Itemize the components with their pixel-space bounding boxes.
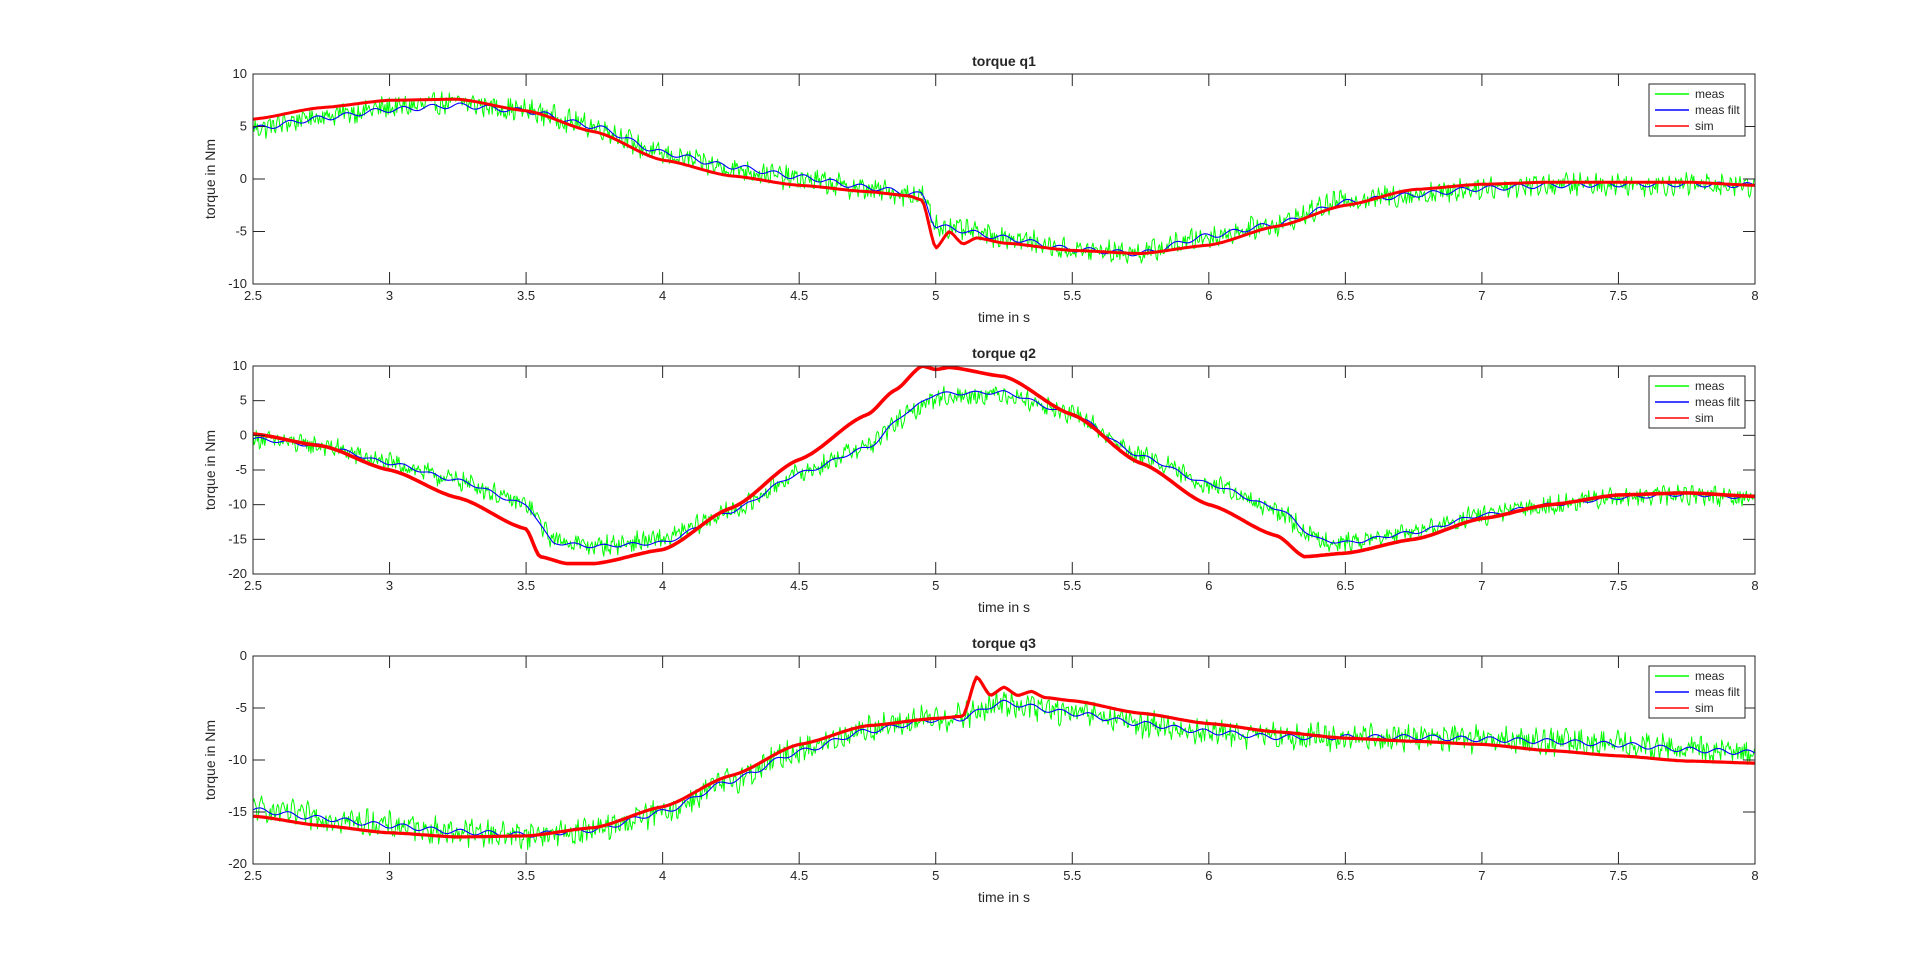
x-tick-label: 2.5 [244,288,262,303]
x-tick-label: 3 [386,868,393,883]
x-tick-label: 8 [1751,288,1758,303]
y-tick-label: -5 [235,700,247,715]
x-tick-label: 4 [659,868,666,883]
plot-area [253,656,1755,864]
legend-label: meas [1695,669,1724,683]
x-tick-label: 5.5 [1063,288,1081,303]
y-tick-label: -10 [228,497,247,512]
legend-label: sim [1695,119,1714,133]
x-tick-label: 3.5 [517,288,535,303]
y-tick-label: 5 [240,119,247,134]
legend-label: meas filt [1695,103,1740,117]
y-tick-label: -15 [228,531,247,546]
subplot-1: 2.5 3 3.5 4 4.5 5 5.5 6 6.5 7 7.5 8 -10 -5 0 5 10 torque … [202,53,1759,325]
y-axis-label: torque in Nm [202,139,218,219]
x-tick-label: 4.5 [790,578,808,593]
y-tick-label: -5 [235,462,247,477]
plot-area [253,366,1755,574]
subplot-2: 2.5 3 3.5 4 4.5 5 5.5 6 6.5 7 7.5 8 -20 -15 -10 -5 0 5 10 t… [202,345,1759,615]
y-tick-label: 10 [233,358,247,373]
subplot-3: 2.5 3 3.5 4 4.5 5 5.5 6 6.5 7 7.5 8 -20 -15 -10 -5 0 torq… [202,635,1759,905]
x-tick-label: 7.5 [1609,578,1627,593]
x-tick-label: 7 [1478,868,1485,883]
x-axis-label: time in s [978,309,1030,325]
x-axis-label: time in s [978,889,1030,905]
x-tick-label: 3.5 [517,868,535,883]
y-tick-label: -10 [228,276,247,291]
x-tick-label: 3.5 [517,578,535,593]
y-tick-label: -20 [228,566,247,581]
chart-title: torque q2 [972,345,1036,361]
y-tick-label: 0 [240,171,247,186]
x-tick-label: 5.5 [1063,868,1081,883]
y-axis-label: torque in Nm [202,430,218,510]
legend-label: meas filt [1695,685,1740,699]
x-tick-label: 5 [932,578,939,593]
x-tick-label: 3 [386,288,393,303]
x-tick-label: 6 [1205,868,1212,883]
y-tick-label: -20 [228,856,247,871]
legend-label: sim [1695,411,1714,425]
legend: meas meas filt sim [1648,83,1746,137]
y-tick-label: -10 [228,752,247,767]
x-tick-label: 4.5 [790,868,808,883]
legend: meas meas filt sim [1648,375,1746,429]
x-tick-label: 6 [1205,578,1212,593]
x-tick-label: 8 [1751,578,1758,593]
y-tick-label: 0 [240,427,247,442]
legend-label: meas [1695,379,1724,393]
x-tick-label: 6.5 [1336,868,1354,883]
chart-title: torque q1 [972,53,1036,69]
series-line-meas [253,385,1755,557]
x-tick-label: 5.5 [1063,578,1081,593]
x-tick-label: 6.5 [1336,578,1354,593]
series-group [253,91,1755,264]
chart-title: torque q3 [972,635,1036,651]
series-group [253,366,1755,566]
y-axis-label: torque in Nm [202,720,218,800]
x-tick-label: 2.5 [244,578,262,593]
legend-label: meas [1695,87,1724,101]
x-tick-label: 4 [659,578,666,593]
series-line-sim [253,675,1755,839]
legend-label: meas filt [1695,395,1740,409]
legend: meas meas filt sim [1648,665,1746,719]
x-tick-label: 5 [932,288,939,303]
x-tick-label: 4 [659,288,666,303]
x-tick-label: 6.5 [1336,288,1354,303]
x-tick-label: 7.5 [1609,868,1627,883]
series-line-meas-filt [253,102,1755,257]
y-tick-label: 5 [240,393,247,408]
legend-label: sim [1695,701,1714,715]
series-line-sim [253,97,1755,255]
x-tick-label: 7 [1478,578,1485,593]
x-axis-label: time in s [978,599,1030,615]
series-line-sim [253,366,1755,566]
x-tick-label: 2.5 [244,868,262,883]
y-tick-label: 0 [240,648,247,663]
x-tick-label: 5 [932,868,939,883]
x-tick-label: 7.5 [1609,288,1627,303]
x-tick-label: 3 [386,578,393,593]
y-tick-label: 10 [233,66,247,81]
x-tick-label: 6 [1205,288,1212,303]
y-tick-label: -15 [228,804,247,819]
plot-area [253,74,1755,284]
y-tick-label: -5 [235,224,247,239]
x-tick-label: 4.5 [790,288,808,303]
x-tick-label: 7 [1478,288,1485,303]
series-group [253,675,1755,851]
x-tick-label: 8 [1751,868,1758,883]
